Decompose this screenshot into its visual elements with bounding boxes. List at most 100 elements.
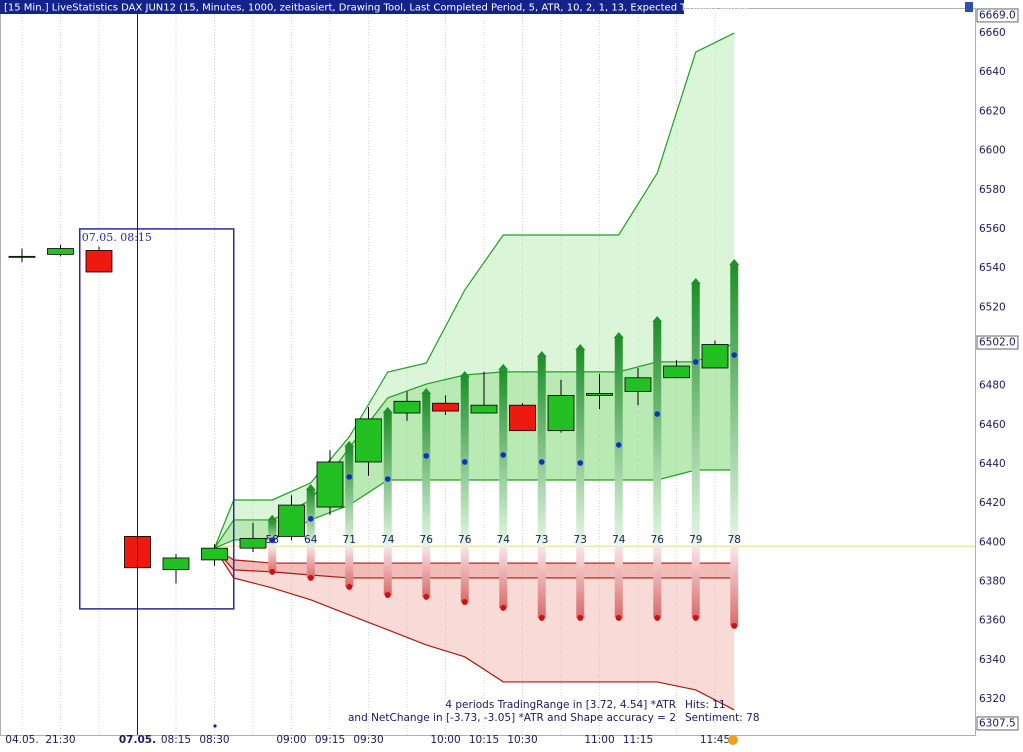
band-fill — [214, 548, 735, 710]
x-tick-label: 09:00 — [276, 734, 306, 746]
forecast-arrow — [421, 388, 432, 395]
x-tick-label: 09:30 — [353, 734, 383, 746]
forecast-up-bar — [653, 321, 662, 547]
candle-body — [85, 250, 113, 273]
forecast-up-bar — [499, 369, 508, 547]
forecast-mid-dot — [307, 515, 314, 522]
forecast-down-bar — [499, 546, 508, 608]
forecast-up-bar — [268, 520, 277, 547]
forecast-mid-dot — [654, 411, 661, 417]
sentiment-label: 71 — [343, 534, 356, 546]
forecast-low-dot — [731, 622, 738, 629]
y-tick-label: 6360 — [979, 615, 1006, 627]
forecast-up-bar — [537, 357, 546, 547]
forecast-arrow — [267, 514, 278, 521]
candle-body — [509, 404, 536, 432]
price-label-box — [976, 716, 1019, 731]
forecast-arrow — [652, 315, 663, 322]
y-tick-label: 6420 — [979, 497, 1006, 509]
forecast-mid-dot — [577, 460, 584, 466]
forecast-arrow — [536, 351, 547, 358]
candle-body — [355, 418, 382, 463]
candle-body — [586, 393, 613, 396]
annotation: Sentiment: 78 — [685, 712, 760, 724]
x-tick-label: 21:30 — [45, 734, 75, 746]
candle-body — [162, 557, 190, 571]
candle-body — [8, 255, 36, 258]
y-tick-label: 6540 — [979, 262, 1006, 274]
band-line — [213, 32, 735, 549]
forecast-mid-dot — [423, 453, 430, 459]
forecast-mid-dot — [731, 352, 738, 358]
price-label: 6669.0 — [979, 9, 1016, 21]
sentiment-label: 76 — [458, 534, 472, 546]
forecast-mid-dot — [538, 459, 545, 465]
candle-body — [624, 377, 652, 392]
candle-body — [47, 248, 74, 255]
x-tick-label: 10:00 — [430, 734, 460, 746]
sentiment-label: 79 — [689, 534, 702, 546]
candle-body — [547, 394, 575, 432]
forecast-up-bar — [614, 338, 623, 547]
forecast-down-bar — [383, 546, 392, 595]
forecast-low-dot — [346, 583, 353, 590]
forecast-arrow — [305, 483, 316, 490]
candle-body — [316, 461, 344, 508]
forecast-up-bar — [422, 394, 431, 547]
y-tick-label: 6580 — [979, 184, 1006, 196]
menu-icon[interactable] — [965, 2, 973, 12]
x-tick-label: 09:15 — [315, 734, 345, 746]
forecast-down-bar — [576, 546, 585, 618]
forecast-low-dot — [692, 614, 699, 621]
forecast-low-dot — [307, 574, 314, 581]
sentiment-label: 76 — [651, 534, 665, 546]
forecast-mid-dot — [692, 359, 699, 365]
forecast-mid-dot — [384, 476, 391, 482]
forecast-low-dot — [577, 614, 584, 621]
x-tick-label: 08:30 — [199, 734, 229, 746]
annotation: 4 periods TradingRange in [3.72, 4.54] *… — [445, 699, 676, 711]
y-tick-label: 6380 — [979, 575, 1006, 587]
x-tick-label: 11:15 — [623, 734, 653, 746]
forecast-low-dot — [654, 614, 661, 621]
forecast-low-dot — [269, 568, 276, 575]
y-tick-label: 6480 — [979, 380, 1006, 392]
sentiment-label: 74 — [612, 534, 626, 546]
forecast-arrow — [344, 440, 355, 447]
sentiment-label: 64 — [304, 534, 318, 546]
y-tick-label: 6440 — [979, 458, 1006, 470]
forecast-low-dot — [500, 604, 507, 611]
forecast-arrow — [498, 363, 509, 370]
candle-body — [432, 402, 459, 412]
price-label: 6307.5 — [979, 717, 1016, 729]
x-tick-label: 10:30 — [507, 734, 537, 746]
forecast-down-bar — [268, 546, 277, 572]
forecast-arrow — [690, 277, 701, 284]
forecast-up-bar — [691, 283, 700, 547]
y-tick-label: 6400 — [979, 536, 1006, 548]
price-label-box — [976, 8, 1019, 23]
y-tick-label: 6620 — [979, 105, 1006, 117]
price-label-box — [976, 335, 1019, 350]
forecast-down-bar — [653, 546, 662, 618]
y-tick-label: 6600 — [979, 145, 1006, 157]
forecast-arrow — [613, 332, 624, 339]
y-tick-label: 6520 — [979, 301, 1006, 313]
forecast-down-bar — [537, 546, 546, 618]
candle-body — [470, 404, 498, 414]
marker-dot — [213, 724, 217, 728]
sentiment-label: 58 — [266, 534, 279, 546]
forecast-low-dot — [615, 614, 622, 621]
forecast-low-dot — [538, 614, 545, 621]
forecast-down-bar — [730, 546, 739, 626]
selection-label: 07.05. 08:15 — [82, 231, 152, 244]
forecast-down-bar — [691, 546, 700, 618]
candle-body — [201, 547, 228, 561]
candle-body — [239, 537, 267, 549]
forecast-arrow — [459, 370, 470, 377]
y-tick-label: 6340 — [979, 654, 1006, 666]
forecast-up-bar — [345, 446, 354, 547]
sentiment-label: 74 — [497, 534, 511, 546]
sentiment-label: 73 — [535, 534, 548, 546]
